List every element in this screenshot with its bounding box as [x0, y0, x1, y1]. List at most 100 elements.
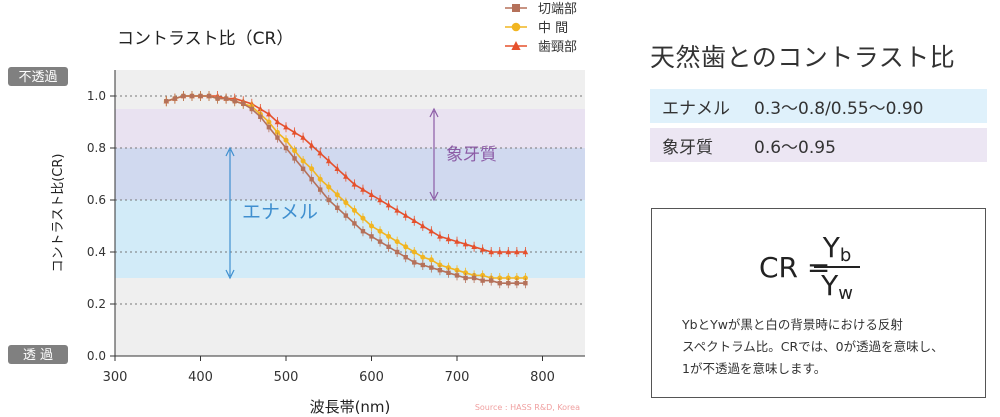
enamel-arrow-head-bottom	[225, 269, 235, 280]
data-point	[394, 239, 400, 245]
data-point	[325, 157, 332, 164]
data-point	[454, 273, 460, 278]
formula-fraction: Yb Yw	[814, 231, 860, 304]
data-point	[249, 106, 254, 112]
legend-item: 歯頸部	[505, 40, 577, 55]
data-point	[463, 270, 469, 276]
data-point	[215, 96, 220, 101]
data-point	[480, 278, 485, 283]
x-tick-label: 500	[274, 370, 299, 385]
enamel-range-label: エナメル	[662, 98, 730, 119]
data-point	[292, 156, 297, 161]
enamel-arrow-head-top	[225, 146, 235, 157]
legend-label: 中 間	[538, 21, 568, 36]
data-series	[163, 91, 529, 289]
dentin-range-value: 0.6〜0.95	[754, 137, 836, 158]
legend-marker	[511, 22, 521, 32]
data-point	[326, 184, 332, 190]
data-point	[360, 215, 366, 221]
transparent-label: 透 過	[23, 348, 53, 363]
data-point	[471, 243, 477, 249]
x-axis-label: 波長帯(nm)	[310, 398, 391, 416]
data-point	[369, 223, 374, 229]
data-point	[351, 181, 358, 187]
data-point	[420, 222, 426, 229]
data-point	[309, 177, 314, 182]
data-point	[437, 268, 443, 273]
data-point	[377, 228, 383, 234]
data-point	[334, 165, 341, 171]
data-point	[428, 257, 434, 263]
data-point	[377, 239, 383, 244]
data-point	[437, 262, 443, 268]
data-point	[283, 137, 289, 143]
x-tick-label: 400	[188, 370, 213, 385]
data-point	[522, 248, 529, 255]
data-point	[232, 99, 237, 104]
numerator-base: Y	[822, 231, 840, 264]
data-point	[411, 217, 418, 223]
data-point	[308, 142, 315, 148]
fraction-bar	[814, 266, 860, 268]
y-axis-label: コントラスト比(CR)	[51, 154, 66, 273]
data-point	[412, 260, 417, 265]
tooth-bands	[115, 109, 585, 278]
legend-item: 中 間	[505, 21, 568, 36]
data-point	[326, 197, 331, 203]
formula-box: CR = Yb Yw YbとYwが黒と白の背景時における反射 スペクトラム比。C…	[651, 208, 986, 398]
data-point	[403, 244, 409, 250]
data-point	[471, 275, 477, 281]
data-point	[446, 270, 451, 275]
y-tick-label: 0.6	[87, 193, 106, 207]
data-point	[489, 278, 494, 283]
y-tick-label: 0.2	[87, 297, 106, 311]
data-point	[420, 254, 426, 260]
data-point	[266, 111, 272, 117]
legend-label: 切端部	[538, 2, 577, 17]
data-point	[343, 213, 349, 218]
data-point	[257, 105, 264, 112]
data-point	[454, 267, 460, 273]
enamel-arrow	[225, 146, 235, 280]
data-point	[275, 135, 280, 140]
data-point	[505, 275, 511, 281]
data-point	[428, 228, 435, 234]
data-point	[514, 248, 520, 255]
data-point	[274, 118, 281, 125]
formula-denominator: Yw	[814, 268, 860, 304]
data-point	[496, 248, 503, 255]
data-point	[497, 281, 502, 286]
data-point	[317, 150, 323, 156]
chart-title: コントラスト比（CR）	[117, 29, 293, 49]
axes: 0.0 0.2 0.4 0.6 0.8 1.0 300 400 500 600 700 800 波長帯(…	[8, 29, 585, 416]
legend-item: 切端部	[505, 2, 577, 17]
data-point	[411, 249, 417, 255]
data-point	[437, 233, 443, 239]
data-point	[283, 145, 289, 151]
data-point	[369, 234, 374, 239]
data-point	[505, 248, 512, 255]
data-point	[343, 200, 349, 206]
band-overlap	[115, 148, 585, 200]
data-point	[300, 134, 306, 140]
data-point	[386, 244, 391, 249]
data-point	[318, 187, 323, 192]
data-point	[300, 158, 306, 164]
data-point	[181, 93, 186, 99]
enamel-range-value: 0.3〜0.8/0.55〜0.90	[754, 98, 924, 119]
data-point	[523, 281, 528, 286]
x-tick-label: 300	[103, 370, 128, 385]
data-point	[360, 229, 366, 234]
data-point	[488, 248, 494, 255]
data-point	[463, 275, 468, 281]
data-point	[377, 196, 383, 203]
opaque-label: 不透過	[18, 70, 57, 85]
denominator-base: Y	[821, 268, 839, 302]
data-point	[394, 249, 400, 255]
data-point	[223, 96, 229, 101]
data-point	[403, 255, 408, 260]
data-point	[309, 166, 315, 172]
data-point	[420, 262, 425, 268]
data-point	[385, 202, 392, 208]
data-point	[198, 93, 203, 99]
